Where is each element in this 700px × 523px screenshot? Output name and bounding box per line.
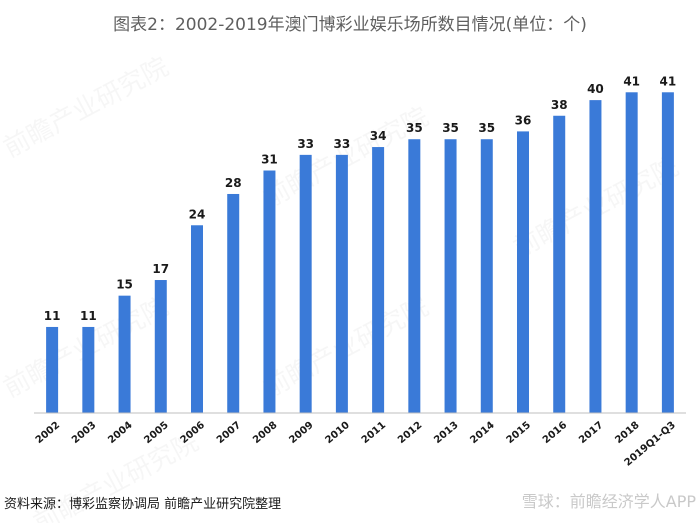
x-tick-label-2007: 2007	[215, 420, 243, 446]
bar-2016	[553, 115, 566, 413]
data-label-2015: 36	[515, 113, 532, 127]
data-label-2014: 35	[478, 121, 495, 135]
bar-2002	[46, 326, 59, 413]
data-label-2006: 24	[189, 207, 206, 221]
x-tick-label-2008: 2008	[251, 420, 279, 446]
bars-group	[46, 92, 674, 414]
bar-2008	[263, 170, 276, 413]
data-label-2012: 35	[406, 121, 423, 135]
bar-2018	[625, 92, 638, 414]
bar-2011	[372, 147, 385, 414]
bar-2014	[480, 139, 493, 413]
x-tick-label-2015: 2015	[505, 420, 533, 446]
data-label-2017: 40	[587, 82, 604, 96]
data-label-2013: 35	[442, 121, 459, 135]
brand-watermark: 雪球：前瞻经济学人APP	[521, 492, 696, 511]
data-label-2011: 34	[370, 129, 387, 143]
data-label-2004: 15	[116, 278, 133, 292]
data-label-2010: 33	[334, 137, 351, 151]
data-labels-group: 11 11 15 17 24 28 31 33 33 34 35 35 35 36 38 40 41 41	[44, 74, 676, 323]
bar-2010	[335, 154, 348, 413]
data-label-2007: 28	[225, 176, 242, 190]
data-label-2008: 31	[261, 153, 278, 167]
chart-title: 图表2：2002-2019年澳门博彩业娱乐场所数目情况(单位：个)	[113, 15, 587, 35]
x-tick-label-2004: 2004	[106, 420, 134, 446]
x-tick-label-2012: 2012	[396, 420, 424, 446]
data-label-2003: 11	[80, 309, 97, 323]
data-label-2002: 11	[44, 309, 61, 323]
x-tick-label-2018: 2018	[613, 420, 641, 446]
x-tick-label-2009: 2009	[287, 420, 315, 446]
x-tick-label-2017: 2017	[577, 420, 605, 446]
x-tick-label-2016: 2016	[541, 420, 569, 446]
bar-2013	[444, 139, 457, 413]
bar-2012	[408, 139, 421, 413]
bar-2004	[118, 295, 131, 413]
bar-2006	[191, 225, 203, 413]
bar-2017	[589, 100, 602, 413]
bar-2007	[227, 193, 240, 413]
data-label-2018: 41	[623, 74, 640, 88]
x-tick-label-2003: 2003	[70, 420, 98, 446]
data-label-2009: 33	[297, 137, 314, 151]
x-tick-label-2013: 2013	[432, 420, 460, 446]
x-tick-label-2011: 2011	[360, 420, 388, 446]
data-label-2019Q1-Q3: 41	[660, 74, 677, 88]
bar-2003	[82, 326, 95, 413]
bar-2009	[299, 154, 312, 413]
bar-2005	[154, 280, 167, 413]
bar-2015	[517, 131, 529, 413]
x-tick-label-2010: 2010	[324, 420, 352, 446]
source-note: 资料来源：博彩监察协调局 前瞻产业研究院整理	[4, 497, 282, 512]
data-label-2005: 17	[152, 262, 169, 276]
bar-2019Q1-Q3	[661, 92, 674, 414]
x-tick-label-2014: 2014	[468, 420, 496, 446]
data-label-2016: 38	[551, 98, 568, 112]
watermark-text: 前瞻产业研究院	[0, 52, 174, 164]
x-tick-label-2002: 2002	[34, 420, 62, 446]
